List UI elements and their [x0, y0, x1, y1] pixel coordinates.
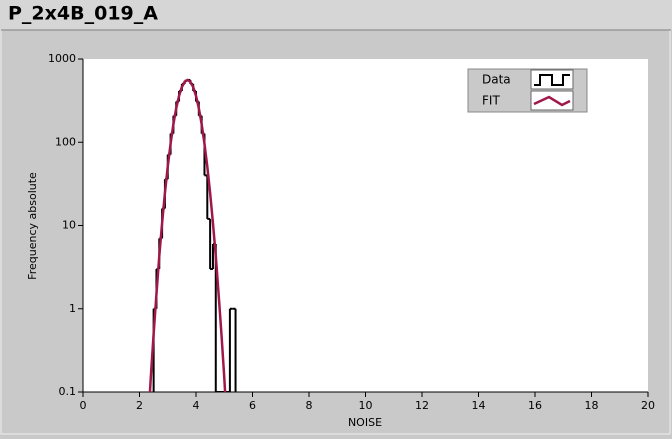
x-tick-label: 20 — [641, 399, 655, 412]
y-tick-label: 10 — [62, 219, 76, 232]
x-tick-label: 10 — [359, 399, 373, 412]
x-tick-label: 18 — [585, 399, 599, 412]
chart-title: P_2x4B_019_A — [8, 3, 158, 25]
y-tick-label: 0.1 — [59, 385, 77, 398]
x-tick-label: 12 — [415, 399, 429, 412]
x-tick-label: 14 — [472, 399, 486, 412]
plot-series — [148, 78, 237, 392]
x-tick-label: 2 — [136, 399, 143, 412]
legend-label: Data — [482, 73, 511, 87]
legend-swatch — [534, 74, 570, 86]
legend-swatch — [533, 95, 571, 107]
legend-label: FIT — [482, 94, 500, 108]
legend: Data FIT — [467, 68, 588, 113]
x-tick-label: 0 — [80, 399, 87, 412]
x-tick-label: 4 — [193, 399, 200, 412]
y-tick-label: 1 — [69, 302, 76, 315]
legend-swatch-bg — [530, 90, 574, 111]
x-axis-label: NOISE — [348, 416, 382, 429]
fit-line — [148, 78, 227, 392]
x-tick-label: 8 — [306, 399, 313, 412]
title-bar — [0, 0, 672, 30]
x-tick-label: 6 — [249, 399, 256, 412]
x-tick-label: 16 — [528, 399, 542, 412]
y-tick-label: 1000 — [48, 52, 76, 65]
y-tick-label: 100 — [55, 135, 76, 148]
y-axis-label: Frequency absolute — [26, 172, 39, 280]
